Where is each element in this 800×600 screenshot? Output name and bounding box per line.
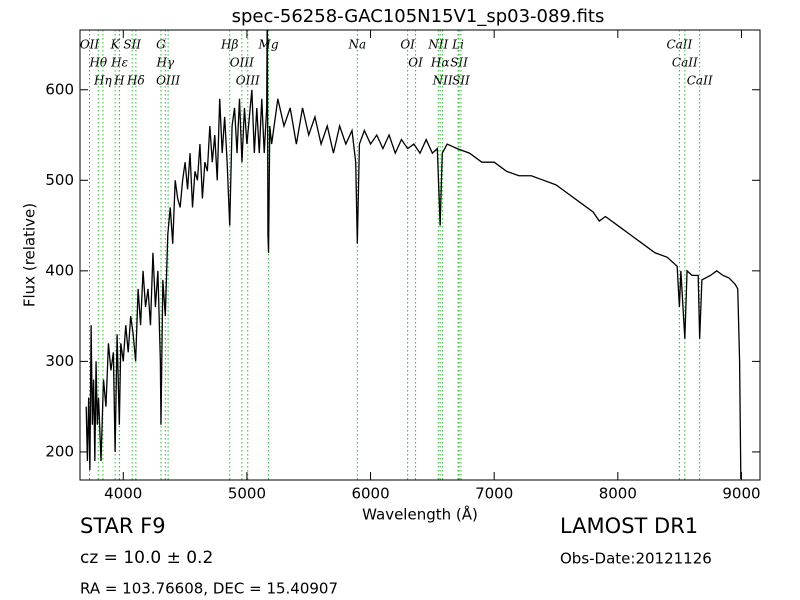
spectral-line-label: Li xyxy=(451,38,464,52)
spectral-line-label: Na xyxy=(347,38,366,52)
spectral-line-label: CaII xyxy=(666,38,692,52)
obs-date: Obs-Date:20121126 xyxy=(560,550,712,568)
spectral-line-label: NII xyxy=(427,38,448,52)
spectral-line-label: OIII xyxy=(236,74,260,88)
y-tick-label: 400 xyxy=(45,261,74,279)
spectral-line-label: OII xyxy=(80,38,100,52)
spectral-line-label: SII xyxy=(123,38,141,52)
y-axis-label: Flux (relative) xyxy=(21,203,39,307)
spectral-line-label: Hθ xyxy=(88,56,107,70)
spectral-line-label: OI xyxy=(408,56,423,70)
x-tick-label: 6000 xyxy=(351,485,389,503)
y-tick-label: 300 xyxy=(45,352,74,370)
spectral-line-label: SII xyxy=(450,56,468,70)
x-tick-label: 8000 xyxy=(599,485,637,503)
x-tick-label: 5000 xyxy=(228,485,266,503)
axes: 4000 5000 6000 7000 8000 9000 200 300 400 500 600 xyxy=(45,30,761,503)
spectral-line-label: CaII xyxy=(672,56,698,70)
spectral-line-label: G xyxy=(156,38,166,52)
spectral-line-label: OIII xyxy=(230,56,254,70)
x-axis-label: Wavelength (Å) xyxy=(362,505,478,524)
spectral-line-label: K xyxy=(110,38,121,52)
x-tick-label: 7000 xyxy=(475,485,513,503)
y-tick-label: 200 xyxy=(45,442,74,460)
y-tick-label: 600 xyxy=(45,80,74,98)
spectral-line-label: OI xyxy=(400,38,415,52)
spectral-line-label: Hγ xyxy=(155,56,174,70)
spectral-line-label: Hβ xyxy=(220,38,238,52)
spectral-line-label: NII xyxy=(432,74,453,88)
x-tick-label: 9000 xyxy=(722,485,760,503)
spectral-line-label: OIII xyxy=(156,74,180,88)
spectrum-line xyxy=(85,30,742,480)
spectral-line-label: Hα xyxy=(430,56,450,70)
spectral-line-label: H xyxy=(113,74,125,88)
plot-area xyxy=(85,30,742,480)
spectral-line-label: Hη xyxy=(93,74,112,88)
spectral-line-label: Mg xyxy=(258,38,279,52)
spectral-line-label: CaII xyxy=(687,74,713,88)
y-tick-label: 500 xyxy=(45,171,74,189)
chart-title: spec-56258-GAC105N15V1_sp03-089.fits xyxy=(232,6,605,27)
survey: LAMOST DR1 xyxy=(560,514,698,538)
plot-frame xyxy=(79,29,761,481)
x-tick-label: 4000 xyxy=(104,485,142,503)
object-class: STAR F9 xyxy=(80,514,166,538)
redshift: cz = 10.0 ± 0.2 xyxy=(80,548,213,568)
spectral-line-label: Hδ xyxy=(126,74,145,88)
coordinates: RA = 103.76608, DEC = 15.40907 xyxy=(80,580,338,598)
spectral-line-label: SII xyxy=(452,74,470,88)
